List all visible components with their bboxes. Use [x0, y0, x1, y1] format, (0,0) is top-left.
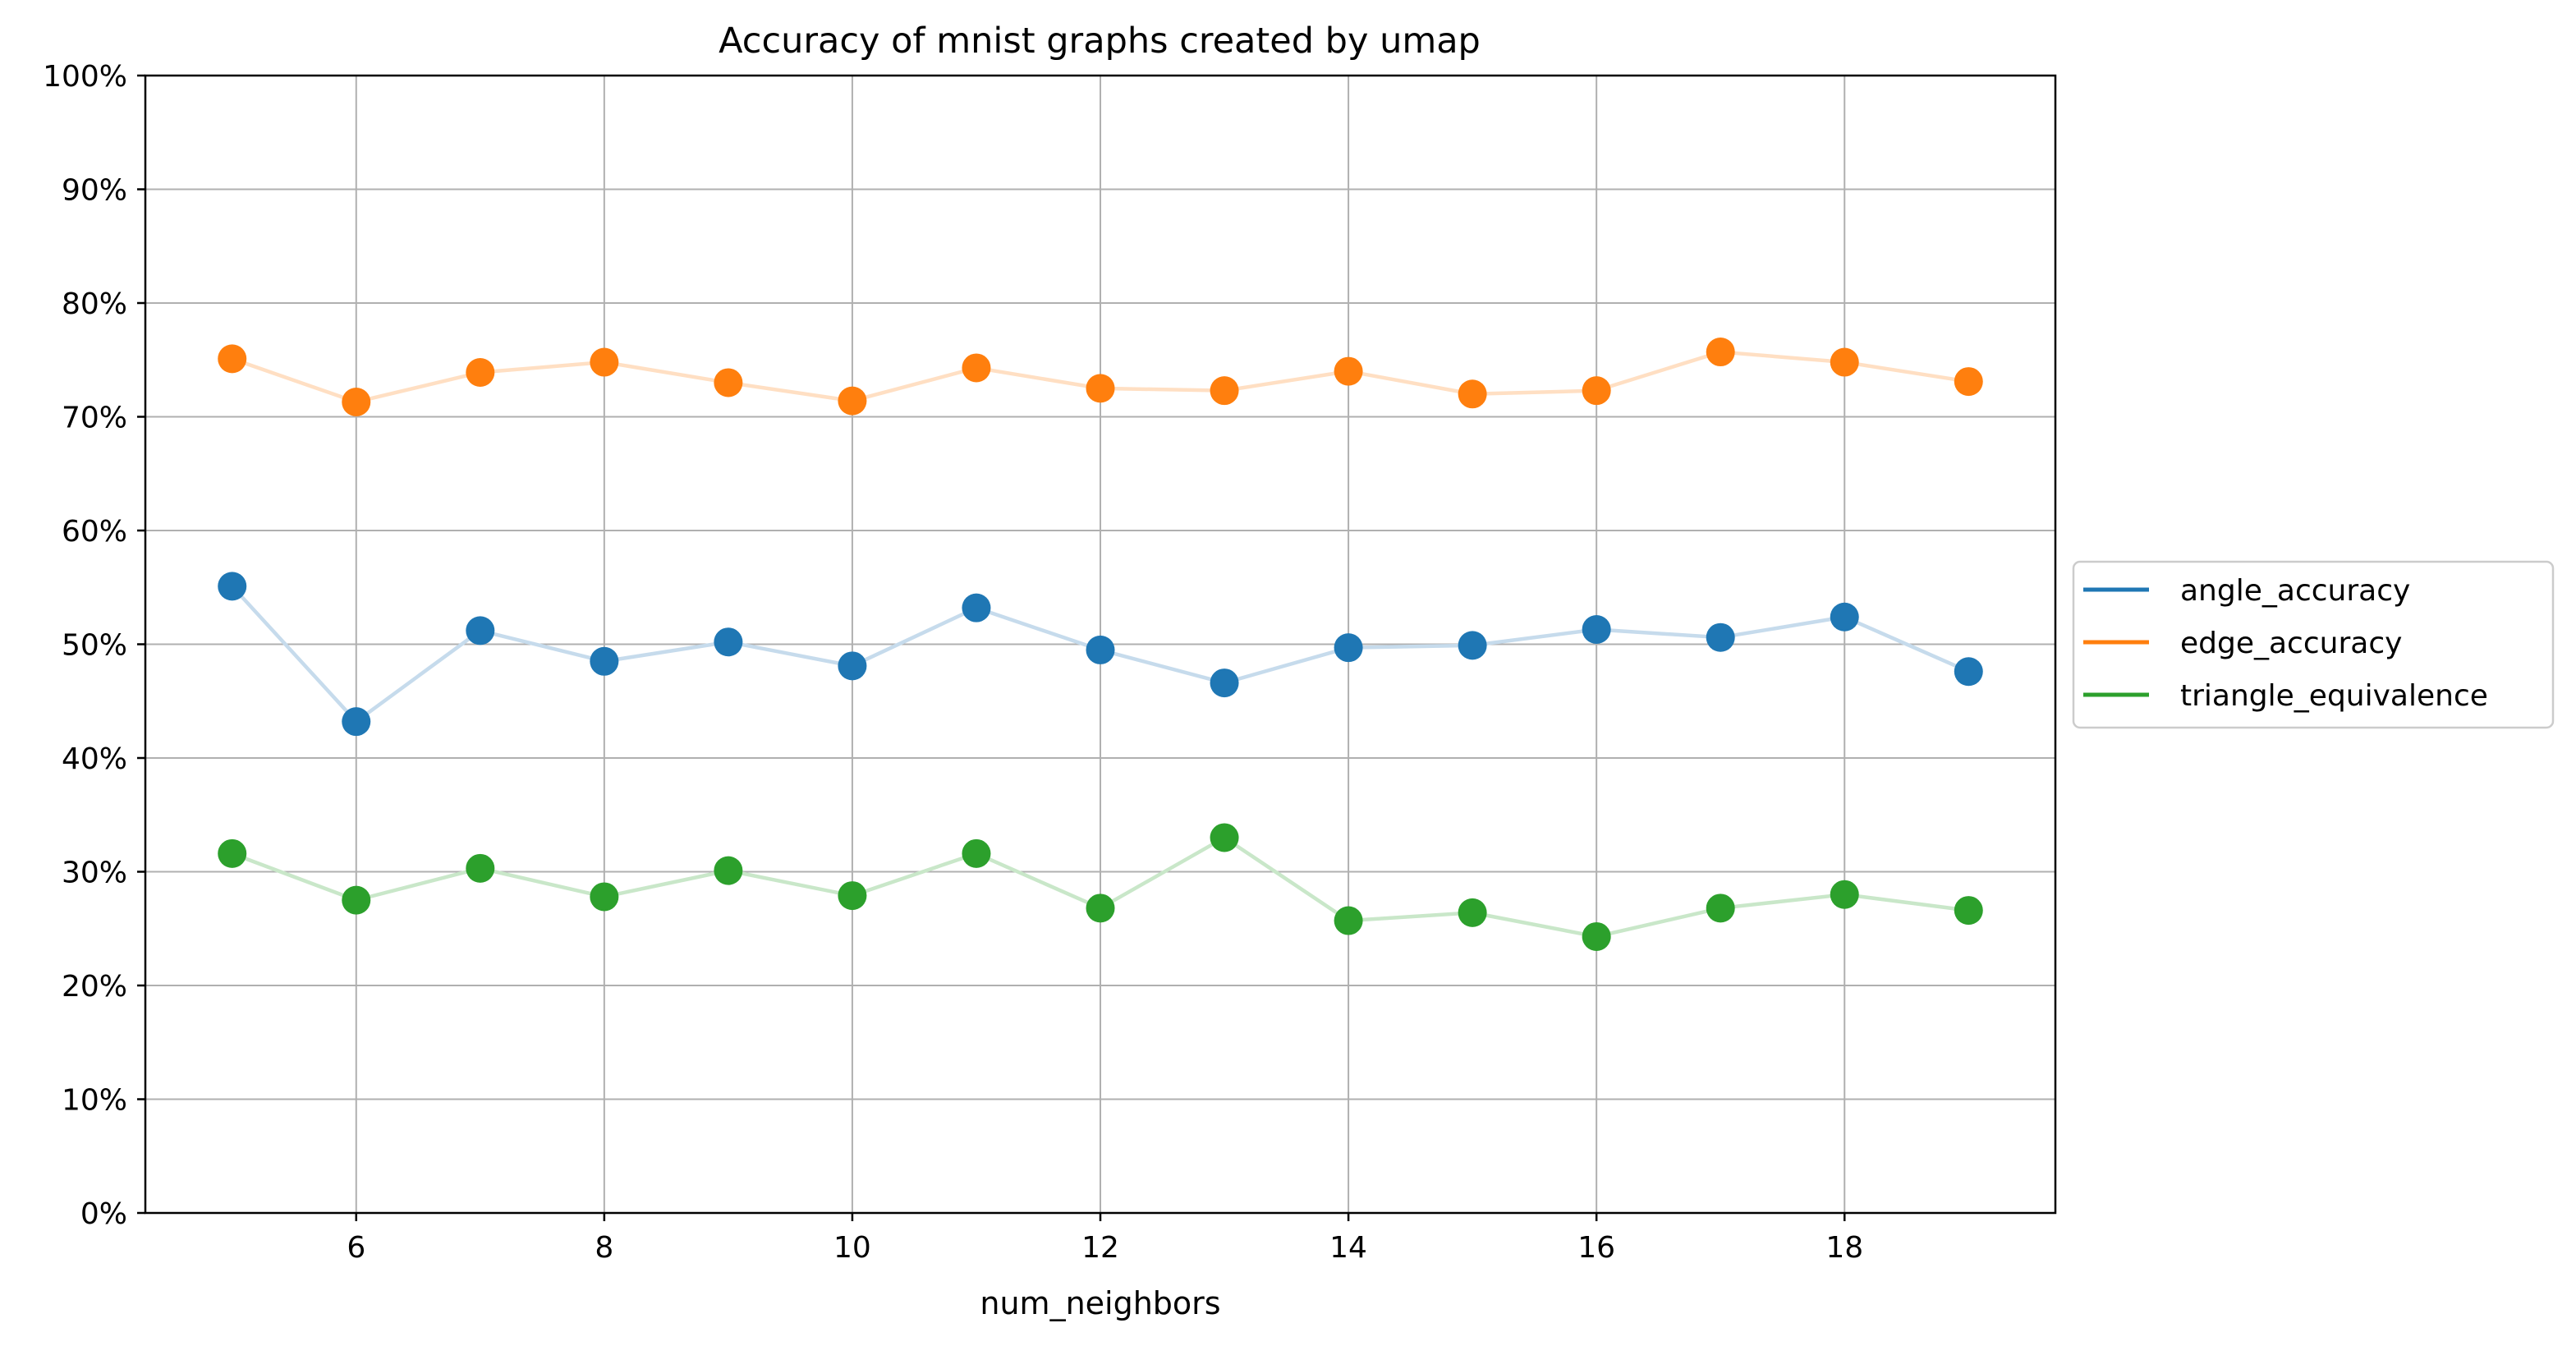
data-point-edge_accuracy	[1954, 367, 1983, 397]
data-point-triangle_equivalence	[590, 882, 619, 912]
legend-label-triangle_equivalence: triangle_equivalence	[2180, 679, 2488, 713]
data-point-edge_accuracy	[1086, 374, 1115, 403]
y-tick-label: 10%	[62, 1084, 127, 1118]
x-tick-label: 6	[347, 1231, 365, 1265]
data-point-triangle_equivalence	[1830, 880, 1859, 909]
data-point-angle_accuracy	[342, 707, 371, 737]
data-point-angle_accuracy	[1458, 631, 1487, 660]
data-point-triangle_equivalence	[1706, 894, 1735, 923]
y-tick-label: 80%	[62, 287, 127, 321]
y-tick-label: 0%	[80, 1197, 127, 1231]
data-point-triangle_equivalence	[1086, 894, 1115, 923]
data-point-edge_accuracy	[466, 357, 495, 387]
data-point-triangle_equivalence	[1954, 896, 1983, 926]
y-tick-label: 100%	[43, 60, 127, 94]
data-point-triangle_equivalence	[1210, 823, 1239, 852]
data-point-edge_accuracy	[838, 386, 867, 416]
data-point-angle_accuracy	[590, 646, 619, 676]
data-point-triangle_equivalence	[1582, 921, 1611, 951]
data-point-angle_accuracy	[1830, 602, 1859, 632]
data-point-angle_accuracy	[838, 651, 867, 681]
data-point-triangle_equivalence	[714, 856, 743, 885]
data-point-angle_accuracy	[218, 572, 247, 601]
data-point-triangle_equivalence	[838, 881, 867, 911]
data-point-angle_accuracy	[714, 627, 743, 657]
legend-label-angle_accuracy: angle_accuracy	[2180, 574, 2410, 608]
data-point-angle_accuracy	[1954, 657, 1983, 687]
data-point-edge_accuracy	[1334, 356, 1363, 386]
data-point-angle_accuracy	[1706, 622, 1735, 652]
y-tick-label: 50%	[62, 629, 127, 663]
x-tick-label: 10	[833, 1231, 871, 1265]
data-point-triangle_equivalence	[1458, 898, 1487, 927]
data-point-edge_accuracy	[1830, 347, 1859, 377]
x-axis-label: num_neighbors	[980, 1285, 1220, 1321]
x-tick-label: 8	[595, 1231, 613, 1265]
legend: angle_accuracy edge_accuracy triangle_equi…	[2072, 560, 2555, 729]
data-point-edge_accuracy	[962, 353, 991, 383]
data-point-triangle_equivalence	[466, 853, 495, 883]
y-tick-label: 20%	[62, 970, 127, 1004]
x-tick-label: 18	[1825, 1231, 1863, 1265]
data-point-triangle_equivalence	[1334, 906, 1363, 935]
data-point-edge_accuracy	[1210, 376, 1239, 406]
y-tick-label: 90%	[62, 174, 127, 208]
legend-box	[2072, 560, 2555, 729]
y-tick-label: 40%	[62, 742, 127, 776]
data-point-angle_accuracy	[466, 616, 495, 645]
data-point-edge_accuracy	[218, 344, 247, 374]
data-point-edge_accuracy	[590, 347, 619, 377]
data-point-angle_accuracy	[1210, 668, 1239, 698]
data-point-angle_accuracy	[962, 593, 991, 622]
y-tick-label: 30%	[62, 857, 127, 890]
y-tick-label: 60%	[62, 515, 127, 549]
data-points	[218, 338, 1983, 951]
x-tick-label: 12	[1081, 1231, 1119, 1265]
data-point-triangle_equivalence	[218, 838, 247, 868]
y-tick-label: 70%	[62, 402, 127, 435]
data-point-edge_accuracy	[1706, 338, 1735, 367]
data-point-edge_accuracy	[342, 387, 371, 416]
x-tick-label: 16	[1577, 1231, 1615, 1265]
chart-title: Accuracy of mnist graphs created by umap	[719, 21, 1481, 62]
data-point-angle_accuracy	[1582, 614, 1611, 644]
data-point-edge_accuracy	[1458, 379, 1487, 409]
data-point-angle_accuracy	[1086, 635, 1115, 664]
data-point-triangle_equivalence	[342, 885, 371, 915]
data-point-edge_accuracy	[714, 368, 743, 397]
x-tick-label: 14	[1329, 1231, 1367, 1265]
data-point-angle_accuracy	[1334, 633, 1363, 663]
axis-ticks: 0% 10% 20% 30% 40% 50% 60% 70% 80% 90% 100% 6 8 10 12 1…	[43, 60, 1863, 1265]
data-point-triangle_equivalence	[962, 838, 991, 868]
data-point-edge_accuracy	[1582, 376, 1611, 406]
legend-label-edge_accuracy: edge_accuracy	[2180, 627, 2402, 660]
